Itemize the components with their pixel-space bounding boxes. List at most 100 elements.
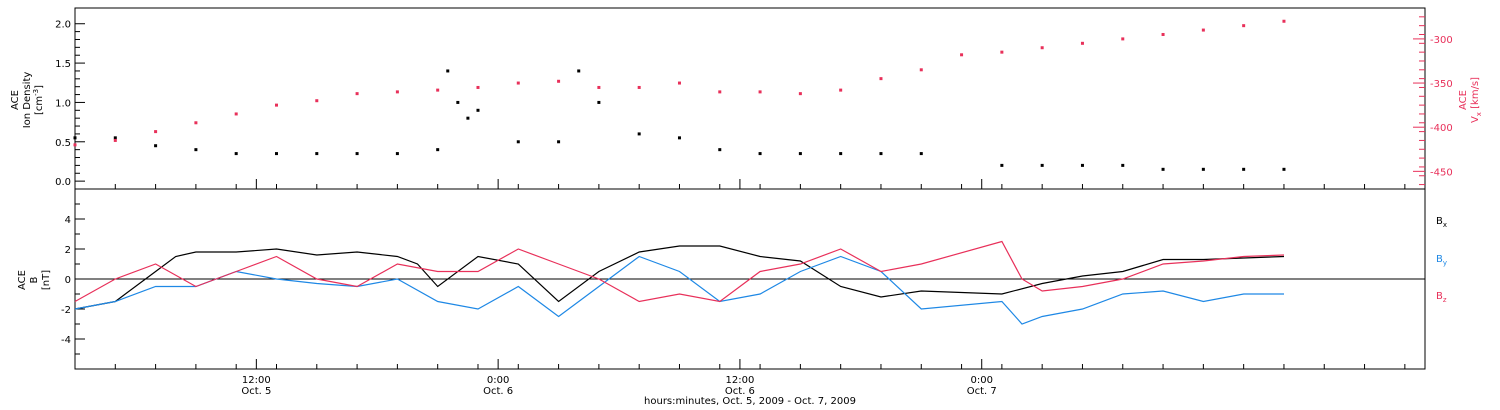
vx-point (839, 88, 843, 92)
density-point (1000, 163, 1004, 167)
density-point (234, 152, 238, 156)
bottom-panel: 4 2 0 -2 -4 ACE B [nT] Bx By Bz (17, 188, 1447, 370)
density-point (718, 148, 722, 152)
vx-point (476, 85, 480, 89)
density-point (1242, 167, 1246, 171)
density-point (839, 152, 843, 156)
vx-point (798, 92, 802, 96)
top-left-label-line2: Ion Density (22, 72, 33, 129)
x-tick-time: 0:00 (487, 375, 509, 386)
vx-point (677, 81, 681, 85)
top-right-tick-label: -450 (1430, 167, 1453, 178)
top-right-tick-label: -350 (1430, 79, 1453, 90)
vx-point (516, 81, 520, 85)
vx-point (113, 138, 117, 142)
density-point (436, 148, 440, 152)
top-panel: 0.0 0.5 1.0 1.5 2.0 -300 -350 -400 -450 ACE Ion… (10, 7, 1483, 190)
x-tick-date: Oct. 7 (967, 386, 997, 397)
density-point (557, 140, 561, 144)
top-left-tick-label: 1.5 (55, 59, 71, 70)
top-left-unit: [cm-3] (32, 85, 45, 115)
x-tick-date: Oct. 6 (725, 386, 755, 397)
legend-bx: Bx (1436, 216, 1447, 229)
bottom-left-label-line1: ACE (17, 270, 28, 290)
top-panel-frame (74, 7, 1426, 190)
bottom-left-label-line2: B (29, 276, 40, 283)
density-point (677, 136, 681, 140)
density-point (355, 152, 359, 156)
x-tick-date: Oct. 6 (483, 386, 513, 397)
vx-point (960, 53, 964, 57)
density-point (1161, 167, 1165, 171)
vx-point (73, 143, 77, 147)
vx-point (557, 79, 561, 83)
bottom-left-tick-label: -2 (61, 305, 71, 316)
vx-point (154, 130, 158, 134)
top-right-label-main: Vx [km/s] (1470, 77, 1483, 123)
bx-line (74, 245, 1285, 310)
density-point (1201, 167, 1205, 171)
bottom-left-tick-label: 0 (65, 275, 71, 286)
x-tick-time: 0:00 (970, 375, 992, 386)
top-left-tick-label: 2.0 (55, 20, 71, 31)
density-point (597, 100, 601, 104)
density-point (1282, 167, 1286, 171)
vx-point (436, 88, 440, 92)
x-axis-label: hours:minutes, Oct. 5, 2009 - Oct. 7, 20… (644, 396, 856, 407)
density-point (577, 69, 581, 73)
vx-point (919, 68, 923, 72)
vx-point (637, 85, 641, 89)
bottom-left-unit: [nT] (41, 270, 52, 290)
density-point (274, 152, 278, 156)
top-right-tick-label: -400 (1430, 123, 1453, 134)
top-right-tick-label: -300 (1430, 35, 1453, 46)
bottom-data (74, 240, 1425, 325)
x-tick-date: Oct. 5 (241, 386, 271, 397)
top-left-tick-label: 1.0 (55, 98, 71, 109)
by-line (74, 255, 1284, 325)
bz-line (74, 240, 1285, 303)
x-axis-ticks (74, 179, 1406, 369)
vx-point (879, 77, 883, 81)
vx-point (718, 90, 722, 94)
density-point (798, 152, 802, 156)
vx-point (597, 85, 601, 89)
density-point (315, 152, 319, 156)
density-point (1040, 163, 1044, 167)
density-point (456, 100, 460, 104)
x-tick-time: 12:00 (242, 375, 271, 386)
vx-point (1242, 24, 1246, 28)
vx-point (355, 92, 359, 96)
density-point (113, 136, 117, 140)
legend-bz: Bz (1436, 291, 1447, 304)
top-left-label-line1: ACE (10, 90, 21, 110)
vx-point (234, 112, 238, 116)
density-point (879, 152, 883, 156)
density-point (476, 108, 480, 112)
density-point (466, 116, 470, 120)
density-point (194, 148, 198, 152)
density-point (73, 136, 77, 140)
density-point (154, 144, 158, 148)
vx-point (274, 103, 278, 107)
density-point (446, 69, 450, 73)
vx-point (1201, 28, 1205, 32)
x-tick-time: 12:00 (726, 375, 755, 386)
vx-point (1080, 41, 1084, 45)
legend: Bx By Bz (1436, 216, 1447, 304)
density-point (1121, 163, 1125, 167)
vx-point (1040, 46, 1044, 50)
bottom-left-tick-label: 4 (65, 215, 71, 226)
bottom-left-tick-label: -4 (61, 335, 71, 346)
vx-point (1161, 32, 1165, 36)
density-point (758, 152, 762, 156)
density-point (1080, 163, 1084, 167)
top-left-tick-label: 0.5 (55, 138, 71, 149)
vx-point (315, 99, 319, 103)
top-left-tick-label: 0.0 (55, 177, 71, 188)
vx-point (1121, 37, 1125, 41)
density-point (637, 132, 641, 136)
top-right-label-line1: ACE (1458, 90, 1469, 110)
